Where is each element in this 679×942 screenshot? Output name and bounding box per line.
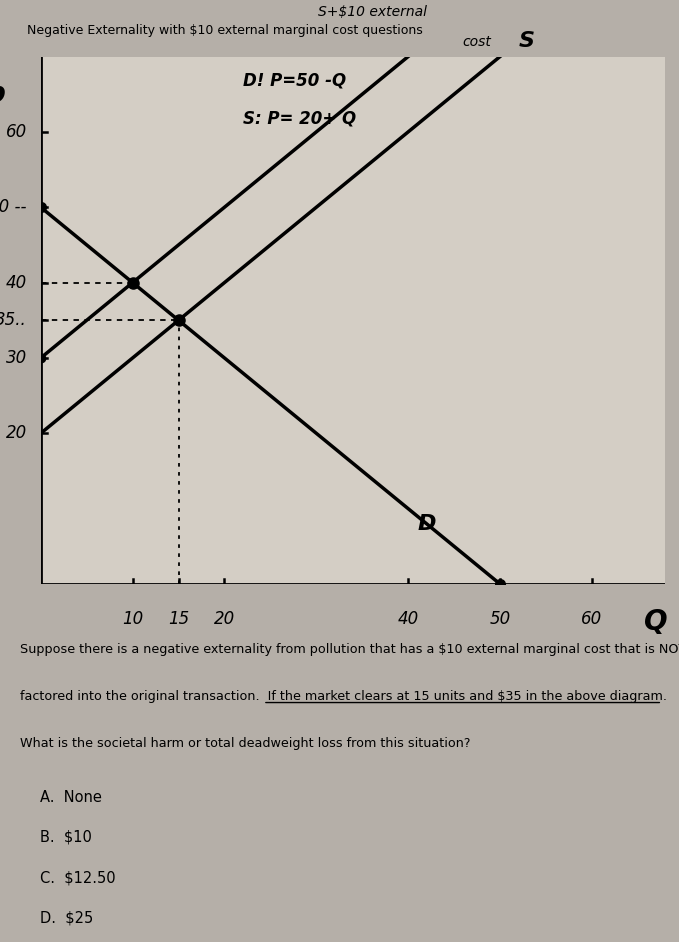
Text: C.  $12.50: C. $12.50 bbox=[40, 870, 115, 885]
Text: Negative Externality with $10 external marginal cost questions: Negative Externality with $10 external m… bbox=[27, 24, 423, 37]
Text: 40: 40 bbox=[5, 273, 27, 292]
Text: p: p bbox=[0, 80, 5, 108]
Text: Q: Q bbox=[644, 608, 668, 636]
Text: B.  $10: B. $10 bbox=[40, 830, 92, 845]
Text: 60: 60 bbox=[5, 122, 27, 141]
Text: 50: 50 bbox=[490, 610, 511, 628]
Text: S: S bbox=[519, 31, 534, 52]
Text: 35..: 35.. bbox=[0, 311, 27, 330]
Text: A.  None: A. None bbox=[40, 789, 102, 804]
Text: 15: 15 bbox=[168, 610, 189, 628]
Text: 20: 20 bbox=[214, 610, 235, 628]
Text: 40: 40 bbox=[398, 610, 419, 628]
Text: 10: 10 bbox=[122, 610, 143, 628]
Text: What is the societal harm or total deadweight loss from this situation?: What is the societal harm or total deadw… bbox=[20, 737, 471, 750]
Text: D.  $25: D. $25 bbox=[40, 911, 93, 926]
Text: 60: 60 bbox=[581, 610, 602, 628]
Text: S+$10 external: S+$10 external bbox=[318, 5, 426, 19]
Text: 50 --: 50 -- bbox=[0, 198, 27, 217]
Text: D! P=50 -Q: D! P=50 -Q bbox=[243, 72, 346, 89]
Text: Suppose there is a negative externality from pollution that has a $10 external m: Suppose there is a negative externality … bbox=[20, 643, 679, 657]
Text: D: D bbox=[418, 513, 436, 534]
Text: S: P= 20+ Q: S: P= 20+ Q bbox=[243, 109, 356, 127]
Text: factored into the original transaction.  If the market clears at 15 units and $3: factored into the original transaction. … bbox=[20, 690, 667, 703]
Text: cost: cost bbox=[462, 35, 491, 49]
Text: 30: 30 bbox=[5, 349, 27, 367]
Text: 20: 20 bbox=[5, 424, 27, 443]
